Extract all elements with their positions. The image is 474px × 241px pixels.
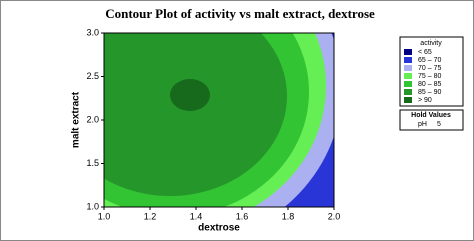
contour-area [104,33,334,207]
hold-values-box [399,109,464,131]
x-tick-label: 1.2 [144,211,157,221]
legend-swatch [404,81,412,87]
y-tick-label: 1.0 [86,201,99,211]
y-axis-label: malt extract [71,91,82,148]
x-tick-label: 2.0 [328,211,341,221]
legend-swatch [404,49,412,55]
contour-region [170,79,210,111]
y-tick-label: 2.0 [86,114,99,124]
y-tick-label: 2.5 [86,71,99,81]
x-tick-label: 1.6 [236,211,249,221]
hold-value: 5 [437,121,441,128]
y-tick-label: 3.0 [86,27,99,37]
hold-values-title: Hold Values [411,112,451,119]
legend-label: 70 – 75 [418,65,441,72]
legend-label: < 65 [418,49,432,56]
x-tick-label: 1.0 [98,211,111,221]
chart-title: Contour Plot of activity vs malt extract… [105,6,375,21]
legend-label: > 90 [418,97,432,104]
legend-label: 80 – 85 [418,81,441,88]
contour-region [104,33,287,196]
y-tick-label: 1.5 [86,158,99,168]
legend-label: 65 – 70 [418,57,441,64]
legend-swatch [404,73,412,79]
legend-swatch [404,89,412,95]
legend-swatch [404,97,412,103]
legend-label: 85 – 90 [418,89,441,96]
legend-label: 75 – 80 [418,73,441,80]
legend-swatch [404,65,412,71]
x-tick-label: 1.4 [190,211,203,221]
hold-value-name: pH [418,121,427,128]
legend-swatch [404,57,412,63]
x-tick-label: 1.8 [282,211,295,221]
legend-title: activity [420,40,442,47]
x-axis-label: dextrose [198,223,240,234]
